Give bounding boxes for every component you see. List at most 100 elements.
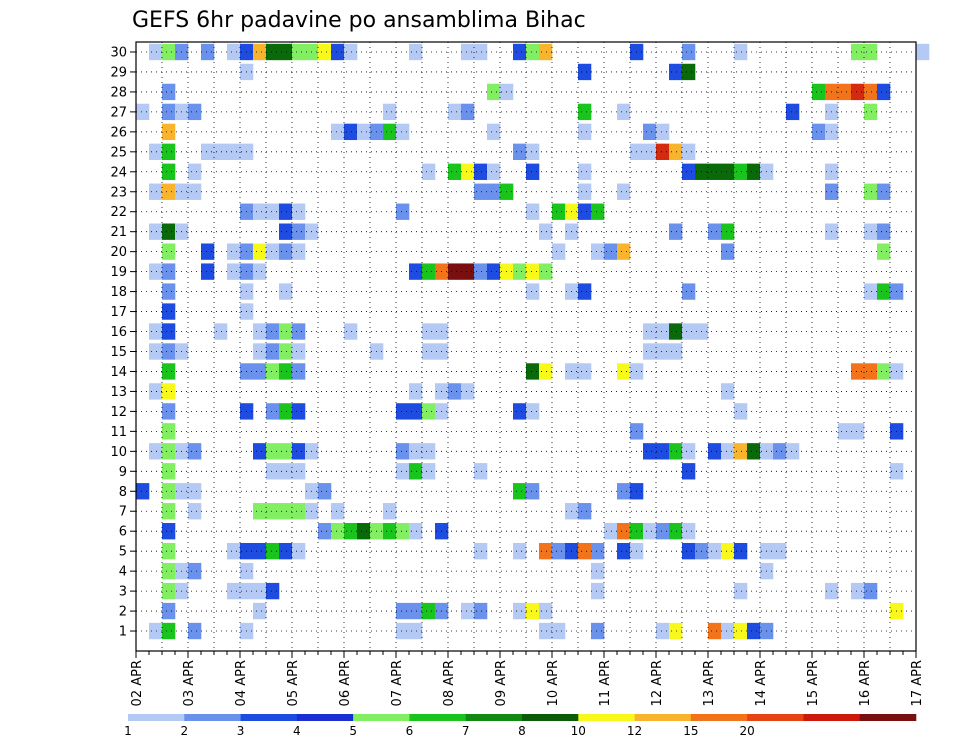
heatmap-cell (617, 542, 631, 560)
heatmap-cell (682, 283, 696, 300)
heatmap-cell (422, 163, 436, 180)
heatmap-cell (409, 443, 423, 460)
heatmap-cell (734, 163, 748, 180)
y-tick-label: 17 (110, 305, 127, 320)
y-tick-label: 22 (110, 205, 127, 220)
heatmap-cell (162, 163, 176, 180)
heatmap-cell (162, 183, 176, 200)
heatmap-cell (578, 363, 592, 380)
heatmap-cell (396, 602, 410, 620)
heatmap-cell (656, 143, 670, 160)
heatmap-cell (461, 103, 475, 121)
heatmap-cell (617, 183, 631, 200)
heatmap-cell (474, 43, 488, 61)
y-tick-label: 16 (110, 325, 127, 340)
x-tick-label: 06 APR (338, 660, 353, 706)
heatmap-cell (838, 423, 852, 440)
heatmap-cell (162, 463, 176, 480)
y-axis-ticks: 1234567891011121314151617181920212223242… (110, 45, 136, 640)
y-tick-label: 5 (119, 545, 127, 560)
heatmap-cell (292, 343, 306, 360)
heatmap-cell (279, 203, 293, 220)
y-tick-label: 12 (110, 405, 127, 420)
heatmap-cell (461, 263, 475, 280)
heatmap-cell (656, 343, 670, 360)
y-tick-label: 14 (110, 365, 127, 380)
heatmap-cell (526, 363, 540, 380)
heatmap-cell (669, 443, 683, 460)
heatmap-cell (149, 622, 163, 640)
heatmap-cell (617, 243, 631, 260)
heatmap-cell (721, 243, 735, 260)
heatmap-cell (734, 542, 748, 560)
heatmap-cell (162, 143, 176, 160)
heatmap-cell (162, 243, 176, 260)
colorbar-label: 15 (683, 724, 698, 738)
heatmap-cell (539, 542, 553, 560)
heatmap-cell (474, 602, 488, 620)
heatmap-cell (487, 183, 501, 200)
x-tick-label: 05 APR (286, 660, 301, 706)
heatmap-cell (539, 363, 553, 380)
chart-title: GEFS 6hr padavine po ansamblima Bihac (132, 8, 586, 33)
heatmap-cell (279, 463, 293, 480)
heatmap-cell (643, 343, 657, 360)
heatmap-cell (344, 523, 358, 540)
heatmap-cell (214, 323, 228, 340)
heatmap-cell (279, 403, 293, 420)
heatmap-cell (747, 443, 761, 460)
heatmap-cell (721, 223, 735, 240)
colorbar-label: 3 (237, 724, 245, 738)
heatmap-cell (292, 203, 306, 220)
colorbar-swatch (859, 714, 917, 721)
heatmap-cell (279, 443, 293, 460)
heatmap-cell (292, 323, 306, 340)
heatmap-cell (292, 243, 306, 260)
heatmap-cell (188, 562, 202, 580)
heatmap-cell (786, 103, 800, 121)
heatmap-cell (162, 223, 176, 240)
heatmap-cell (409, 383, 423, 400)
heatmap-cell (162, 303, 176, 320)
heatmap-cell (721, 622, 735, 640)
heatmap-cell (708, 223, 722, 240)
x-tick-label: 02 APR (130, 660, 145, 706)
x-tick-label: 03 APR (182, 660, 197, 706)
heatmap-cell (266, 343, 280, 360)
heatmap-cell (344, 43, 358, 61)
heatmap-cell (864, 223, 878, 240)
heatmap-cell (877, 283, 891, 300)
heatmap-cell (526, 143, 540, 160)
heatmap-cell (877, 183, 891, 200)
heatmap-cell (188, 443, 202, 460)
heatmap-cell (643, 143, 657, 160)
heatmap-cell (422, 263, 436, 280)
heatmap-cell (318, 523, 332, 540)
heatmap-cell (851, 423, 865, 440)
y-tick-label: 25 (110, 145, 127, 160)
heatmap-cell (604, 243, 618, 260)
heatmap-cell (253, 582, 267, 600)
heatmap-cell (409, 602, 423, 620)
heatmap-cell (162, 383, 176, 400)
colorbar (128, 714, 917, 721)
heatmap-cell (838, 83, 852, 101)
colorbar-swatch (184, 714, 241, 721)
x-tick-label: 14 APR (754, 660, 769, 706)
heatmap-cell (396, 463, 410, 480)
heatmap-cell (292, 443, 306, 460)
heatmap-cell (591, 243, 605, 260)
heatmap-cell (149, 343, 163, 360)
y-tick-label: 21 (110, 225, 127, 240)
x-tick-label: 11 APR (598, 660, 613, 706)
heatmap-cell (279, 542, 293, 560)
heatmap-cell (734, 622, 748, 640)
heatmap-cell (682, 63, 696, 81)
heatmap-cell (487, 163, 501, 180)
heatmap-cell (474, 163, 488, 180)
heatmap-cell (682, 163, 696, 180)
heatmap-cell (188, 622, 202, 640)
heatmap-cell (734, 403, 748, 420)
heatmap-cell (539, 43, 553, 61)
heatmap-cell (526, 43, 540, 61)
